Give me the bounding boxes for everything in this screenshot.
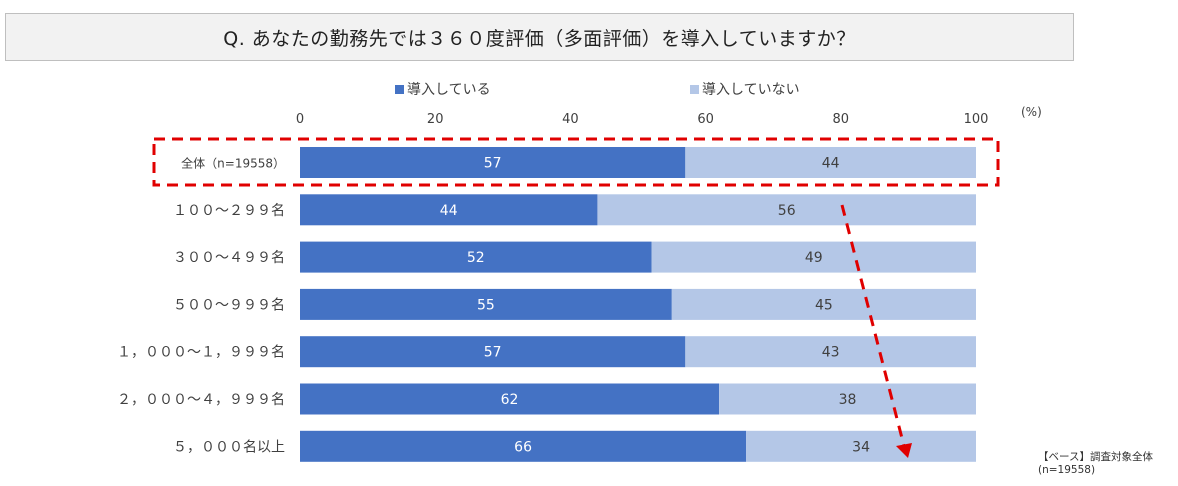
base-note-line2: (n=19558) [1038, 464, 1096, 476]
bar-adopted-6 [300, 383, 720, 415]
unit-label: (%) [1021, 105, 1042, 119]
data-label-not-adopted-1: 44 [822, 156, 840, 172]
category-label-7: ５，０００名以上 [173, 439, 285, 455]
bar-adopted-2 [300, 194, 598, 226]
chart-title: Q. あなたの勤務先では３６０度評価（多面評価）を導入していますか？ [223, 27, 856, 50]
x-tick-label-40: 40 [562, 112, 579, 127]
bar-not-adopted-1 [685, 147, 976, 178]
chart-title-box: Q. あなたの勤務先では３６０度評価（多面評価）を導入していますか？ [5, 13, 1074, 61]
data-label-not-adopted-5: 43 [822, 345, 840, 361]
bar-not-adopted-6 [719, 383, 976, 415]
bar-not-adopted-3 [651, 241, 976, 273]
highlight-box [152, 137, 1000, 187]
bar-not-adopted-4 [671, 288, 976, 320]
category-label-3: ３００〜４９９名 [173, 250, 285, 266]
data-label-not-adopted-3: 49 [805, 250, 823, 266]
data-label-adopted-2: 44 [440, 203, 458, 219]
data-label-adopted-5: 57 [484, 345, 502, 361]
data-label-adopted-6: 62 [501, 392, 519, 408]
legend-label-1: 導入している [407, 82, 491, 98]
bar-adopted-1 [300, 147, 686, 178]
x-tick-label-80: 80 [833, 112, 850, 127]
bar-adopted-5 [300, 336, 686, 368]
bar-adopted-4 [300, 288, 672, 320]
category-label-6: ２，０００〜４，９９９名 [117, 392, 285, 408]
bar-adopted-7 [300, 430, 747, 462]
category-label-1: 全体（n=19558） [181, 156, 285, 171]
category-label-4: ５００〜９９９名 [173, 297, 285, 313]
x-tick-label-100: 100 [964, 112, 989, 127]
trend-arrow-line [840, 204, 906, 447]
trend-arrow-head [896, 443, 912, 458]
data-label-adopted-7: 66 [514, 439, 532, 455]
data-label-not-adopted-4: 45 [815, 297, 833, 313]
data-label-not-adopted-6: 38 [839, 392, 857, 408]
base-note: 【ベース】調査対象全体 (n=19558) [1038, 451, 1178, 477]
data-label-not-adopted-2: 56 [778, 203, 796, 219]
category-label-5: １，０００〜１，９９９名 [117, 345, 285, 361]
legend-swatch-1 [395, 85, 404, 94]
data-label-adopted-4: 55 [477, 297, 495, 313]
base-note-line1: 【ベース】調査対象全体 [1038, 451, 1153, 463]
bar-not-adopted-7 [746, 430, 976, 462]
data-label-adopted-1: 57 [484, 156, 502, 172]
data-label-not-adopted-7: 34 [852, 439, 870, 455]
category-label-2: １００〜２９９名 [173, 203, 285, 219]
x-tick-label-60: 60 [697, 112, 714, 127]
bar-not-adopted-5 [685, 336, 976, 368]
data-label-adopted-3: 52 [467, 250, 485, 266]
legend-swatch-2 [690, 85, 699, 94]
x-tick-label-0: 0 [296, 112, 304, 127]
x-tick-label-20: 20 [427, 112, 444, 127]
bar-not-adopted-2 [597, 194, 976, 226]
bar-adopted-3 [300, 241, 652, 273]
legend-label-2: 導入していない [702, 82, 800, 98]
